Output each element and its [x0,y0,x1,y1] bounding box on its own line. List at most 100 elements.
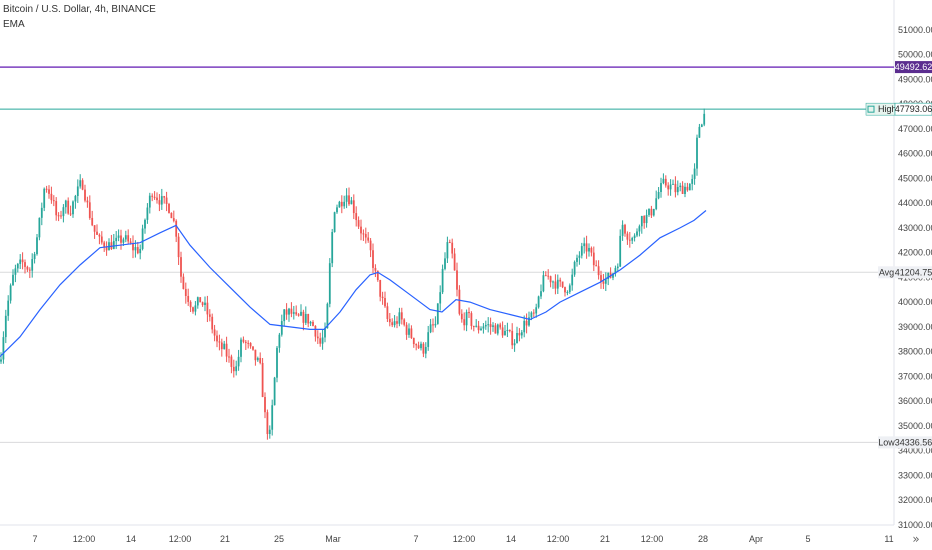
candle [153,191,156,200]
price-tick-label: 31000.00 [898,520,932,530]
candle [583,237,586,254]
candle [352,194,355,220]
candle [158,194,161,212]
candle [163,195,166,204]
candle [547,269,550,280]
candle [559,277,562,287]
candle [300,304,302,317]
price-tick-label: 44000.00 [898,198,932,208]
time-tick-label: 7 [32,534,37,544]
candle [364,227,367,244]
candle [232,359,235,378]
candle [170,212,173,219]
candle [448,239,451,244]
candle [182,273,185,290]
candle [420,341,422,351]
candle [273,376,276,406]
time-tick-label: 5 [805,534,810,544]
candle [516,326,518,344]
candle [616,263,619,272]
candle [108,238,110,251]
candle [427,325,430,351]
svg-text:41204.75: 41204.75 [895,267,932,277]
price-tick-label: 49000.00 [898,74,932,84]
candle [283,309,286,327]
candle [544,271,547,277]
candle [636,228,638,238]
time-tick-label: 25 [274,534,284,544]
candle [640,215,643,234]
candle [487,317,490,333]
candle [26,265,29,272]
svg-text:High: High [878,104,897,114]
candle [470,311,473,330]
candle [319,332,322,347]
candle [360,219,362,241]
candle [410,325,413,339]
candle [168,202,170,214]
candle [436,303,439,325]
candle [2,331,5,364]
candle [504,324,506,336]
candle [55,197,58,221]
candle [520,329,523,339]
candle [379,279,382,302]
price-tick-label: 33000.00 [898,470,932,480]
candle [585,235,588,259]
price-tick-label: 40000.00 [898,297,932,307]
price-tick-label: 38000.00 [898,347,932,357]
candle [206,295,209,323]
candle [456,262,458,297]
candle [484,320,487,330]
candle [614,265,617,277]
time-axis: 7 12:00 14 12:00 21 25 Mar 7 12:00 14 12:00 21 12:00… [32,534,893,544]
candle [561,281,564,289]
candle [590,246,593,257]
candle [120,229,122,250]
price-tick-label: 37000.00 [898,371,932,381]
candle [429,318,432,334]
candle [396,316,398,329]
time-tick-label: 21 [220,534,230,544]
candle [36,234,38,256]
candle [24,259,26,274]
candle [100,231,103,245]
candle [348,187,350,206]
candle [266,409,269,440]
candle [302,309,305,331]
candle [688,183,691,191]
candle [285,303,288,320]
candle [576,254,578,267]
candle [48,185,50,199]
candle [391,318,394,328]
candle [33,251,36,264]
candle [141,224,144,251]
candle [684,182,686,198]
candle [535,303,538,318]
candle [700,123,703,128]
candle [184,282,187,304]
candle [619,229,622,267]
candle [235,360,238,376]
candle [451,238,454,259]
price-tick-label: 45000.00 [898,173,932,183]
candle [112,233,115,250]
candle [12,269,14,286]
candle [460,309,463,323]
price-tick-label: 43000.00 [898,223,932,233]
candle [662,173,665,185]
candle [189,300,192,313]
candle [357,216,360,230]
price-tick-label: 39000.00 [898,322,932,332]
candle [525,313,528,334]
candle [369,238,372,258]
candle [660,177,662,198]
candle [213,324,216,342]
candle [698,123,701,138]
candle [326,302,329,329]
candle [381,291,384,305]
candle [652,208,655,217]
scroll-chevron-icon[interactable]: » [912,532,919,546]
candle [393,315,396,328]
